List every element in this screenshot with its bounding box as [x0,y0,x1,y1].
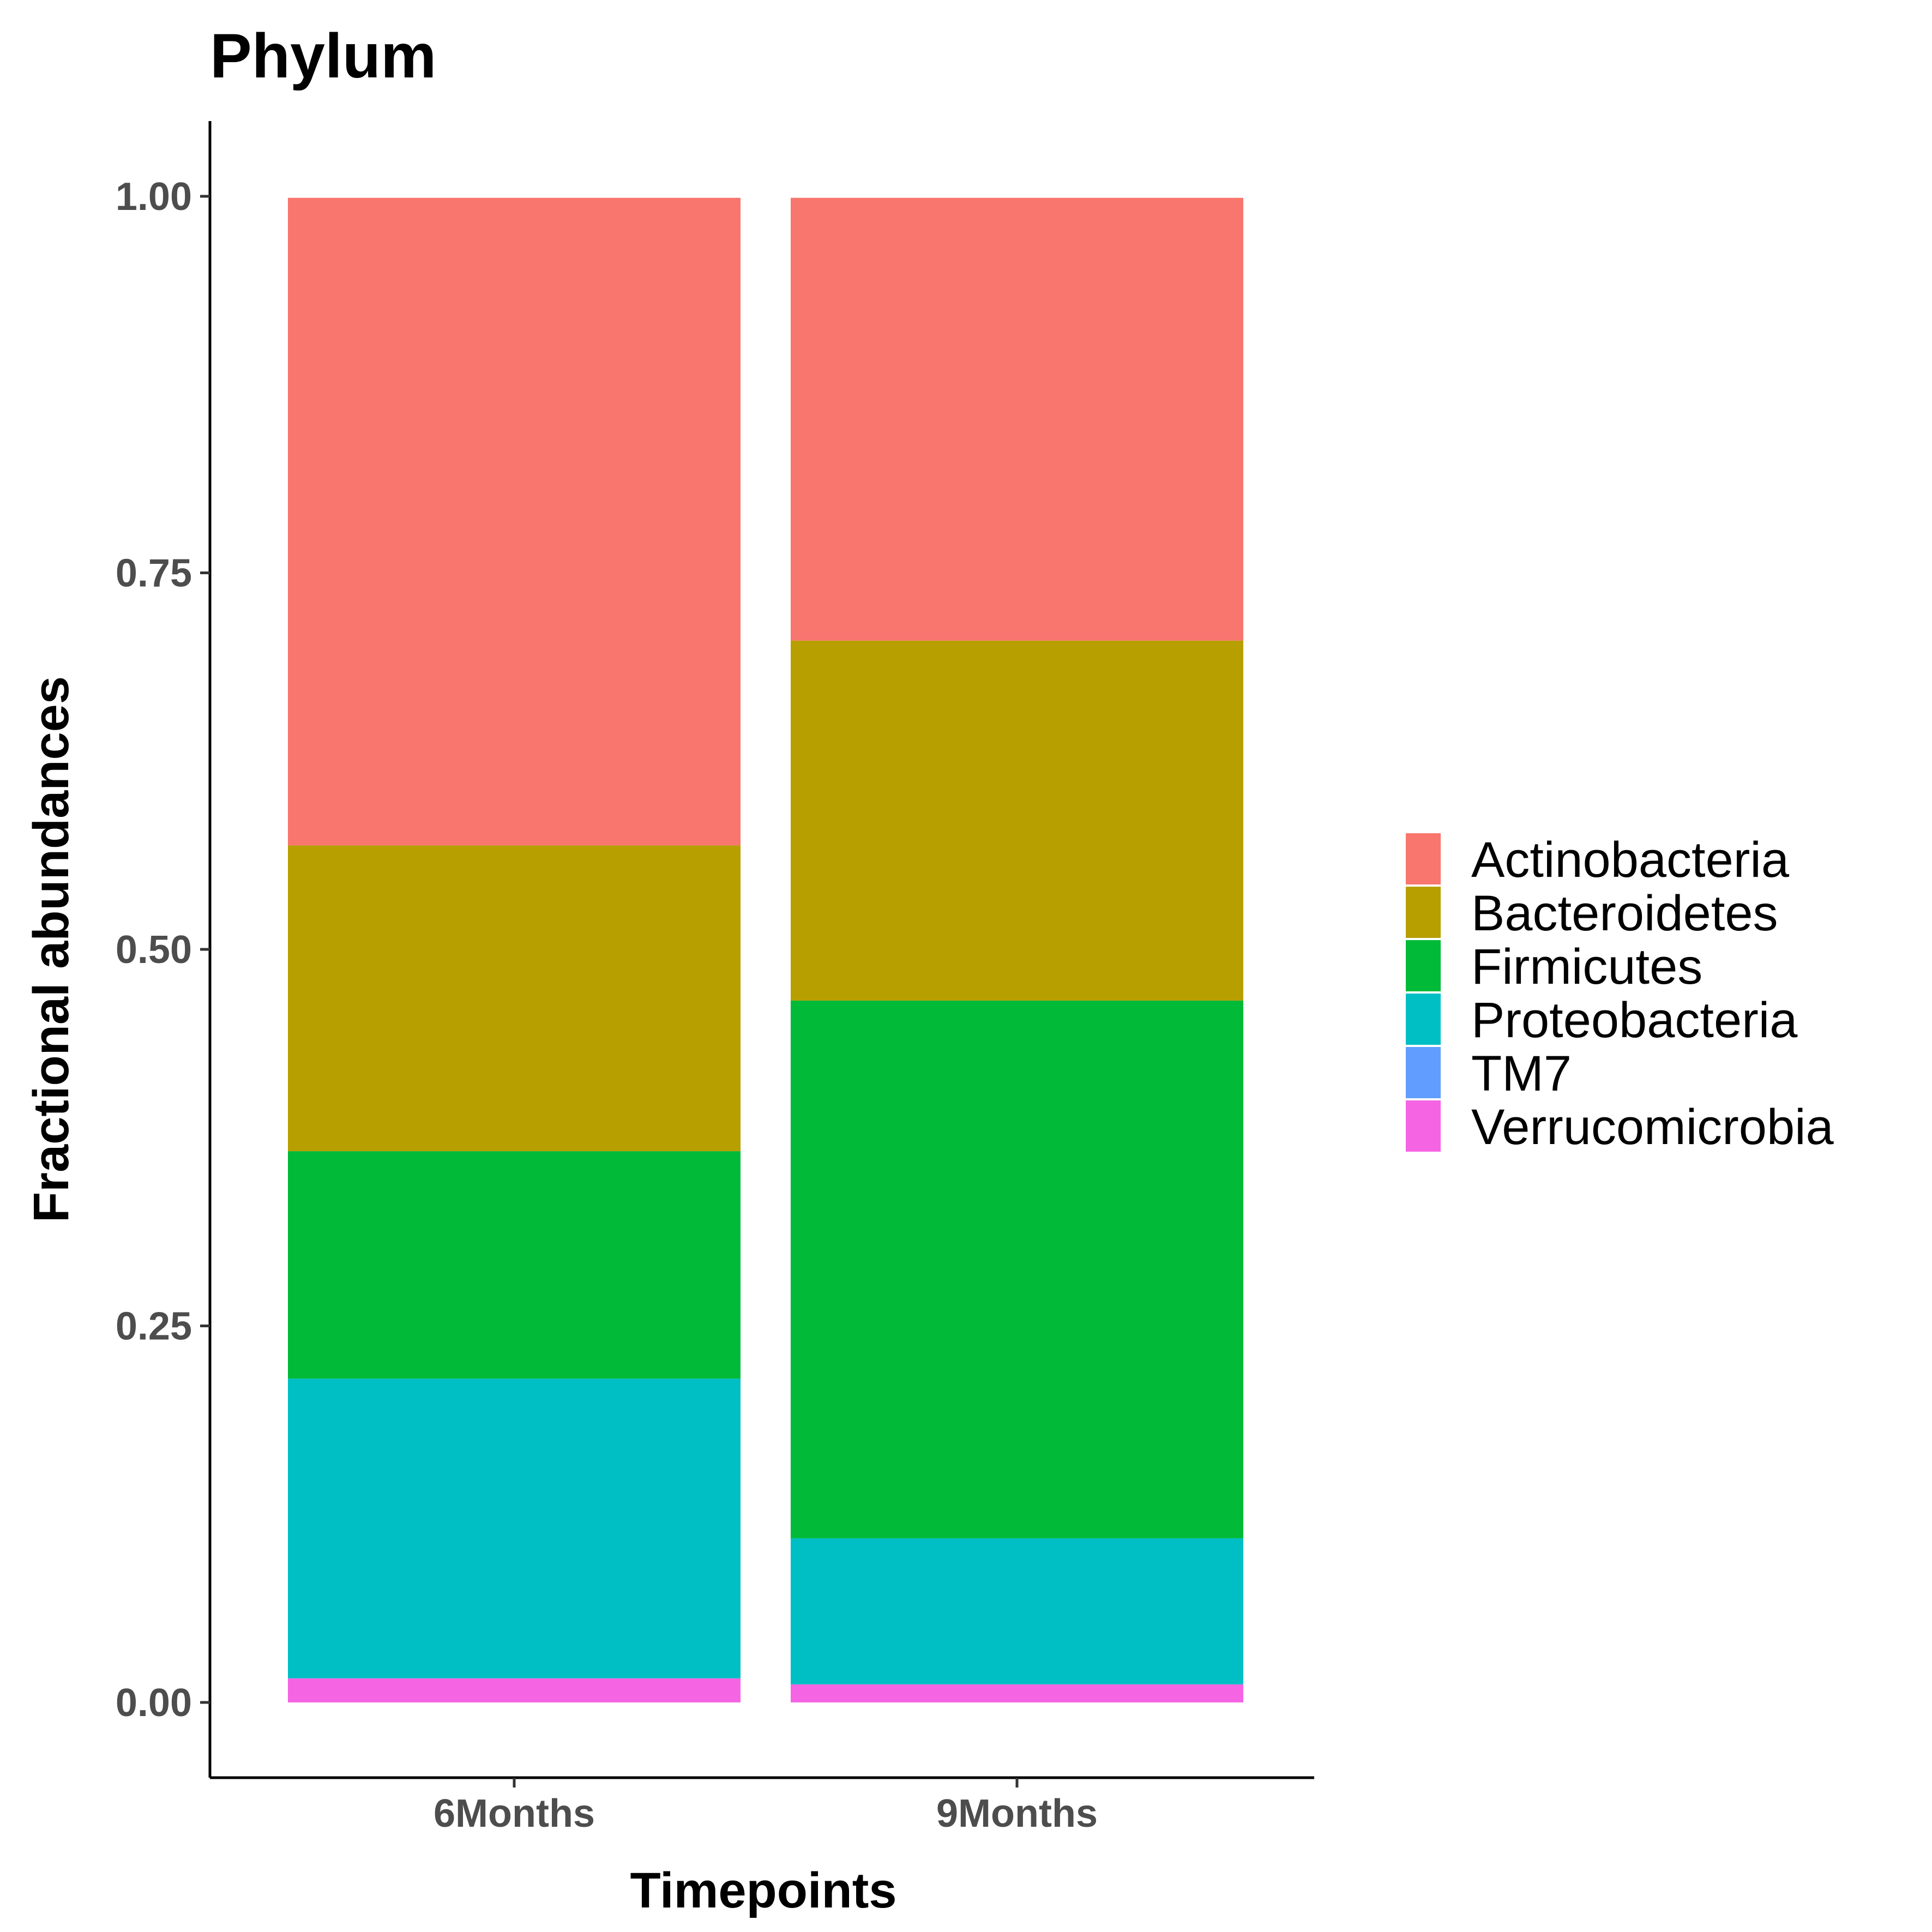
bar-segment-proteobacteria-6months [288,1379,741,1678]
bar-segment-proteobacteria-9months [791,1538,1243,1684]
legend: ActinobacteriaBacteroidetesFirmicutesPro… [1406,832,1834,1155]
y-tick-label: 0.75 [116,552,192,595]
y-tick-label: 0.25 [116,1305,192,1349]
y-ticks-group: 0.00 0.25 0.50 0.75 1.00 [116,175,210,1725]
legend-key-verrucomicrobia [1406,1100,1441,1152]
legend-label-actinobacteria: Actinobacteria [1471,832,1790,888]
bar-segment-actinobacteria-6months [288,197,741,846]
bar-segment-verrucomicrobia-9months [791,1684,1243,1702]
legend-label-tm7: TM7 [1471,1046,1572,1102]
y-tick-label: 0.50 [116,928,192,972]
x-axis-title: Timepoints [630,1863,896,1918]
legend-key-firmicutes [1406,940,1441,991]
x-tick-label: 6Months [434,1792,595,1835]
chart-title: Phylum [210,21,436,91]
legend-label-proteobacteria: Proteobacteria [1471,992,1798,1048]
bars-group [288,197,1243,1702]
y-tick-label: 0.00 [116,1681,192,1725]
legend-key-proteobacteria [1406,994,1441,1045]
legend-key-bacteroidetes [1406,887,1441,938]
bar-segment-firmicutes-6months [288,1151,741,1379]
x-ticks-group: 6Months 9Months [434,1778,1098,1835]
y-axis-title: Fractional abundances [23,676,79,1223]
legend-key-actinobacteria [1406,833,1441,884]
bar-segment-actinobacteria-9months [791,197,1243,641]
bar-segment-bacteroidetes-9months [791,640,1243,1001]
x-tick-label: 9Months [936,1792,1098,1835]
legend-label-verrucomicrobia: Verrucomicrobia [1471,1099,1834,1155]
bar-segment-firmicutes-9months [791,1000,1243,1538]
y-tick-label: 1.00 [116,175,192,219]
legend-label-firmicutes: Firmicutes [1471,939,1702,995]
bar-segment-bacteroidetes-6months [288,845,741,1152]
legend-label-bacteroidetes: Bacteroidetes [1471,886,1778,941]
bar-segment-verrucomicrobia-6months [288,1678,741,1702]
legend-key-tm7 [1406,1047,1441,1098]
